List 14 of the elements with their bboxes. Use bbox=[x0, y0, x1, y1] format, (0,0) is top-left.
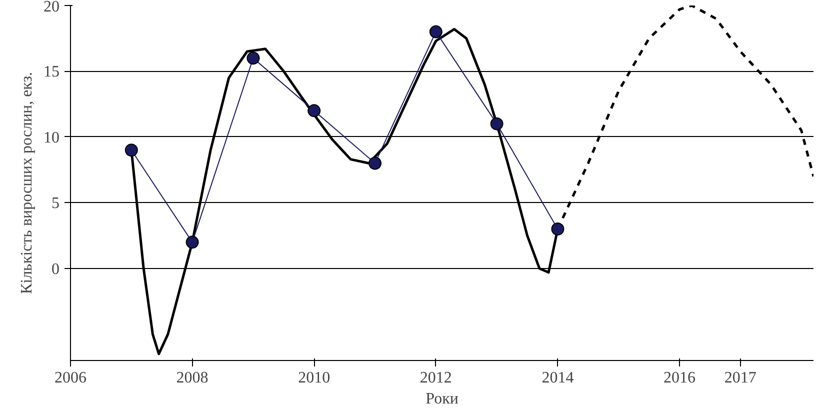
x-axis-title: Роки bbox=[426, 390, 459, 408]
y-axis-title: Кількість виросших рослин, екз. bbox=[18, 72, 36, 294]
x-tick-label: 2008 bbox=[176, 370, 208, 386]
y-tick-label: 15 bbox=[44, 64, 60, 81]
y-tick-label: 0 bbox=[52, 260, 60, 278]
x-tick-label: 2014 bbox=[542, 370, 574, 386]
x-tick-label: 2010 bbox=[298, 370, 330, 386]
y-tick-label: 10 bbox=[44, 129, 60, 146]
x-tick-label: 2012 bbox=[420, 370, 452, 386]
x-tick-label: 2016 bbox=[664, 370, 696, 386]
x-tick-label: 2017 bbox=[724, 370, 756, 386]
y-tick-label: 5 bbox=[52, 195, 60, 212]
y-tick-label: 20 bbox=[44, 0, 60, 16]
x-tick-label: 2006 bbox=[54, 370, 86, 386]
